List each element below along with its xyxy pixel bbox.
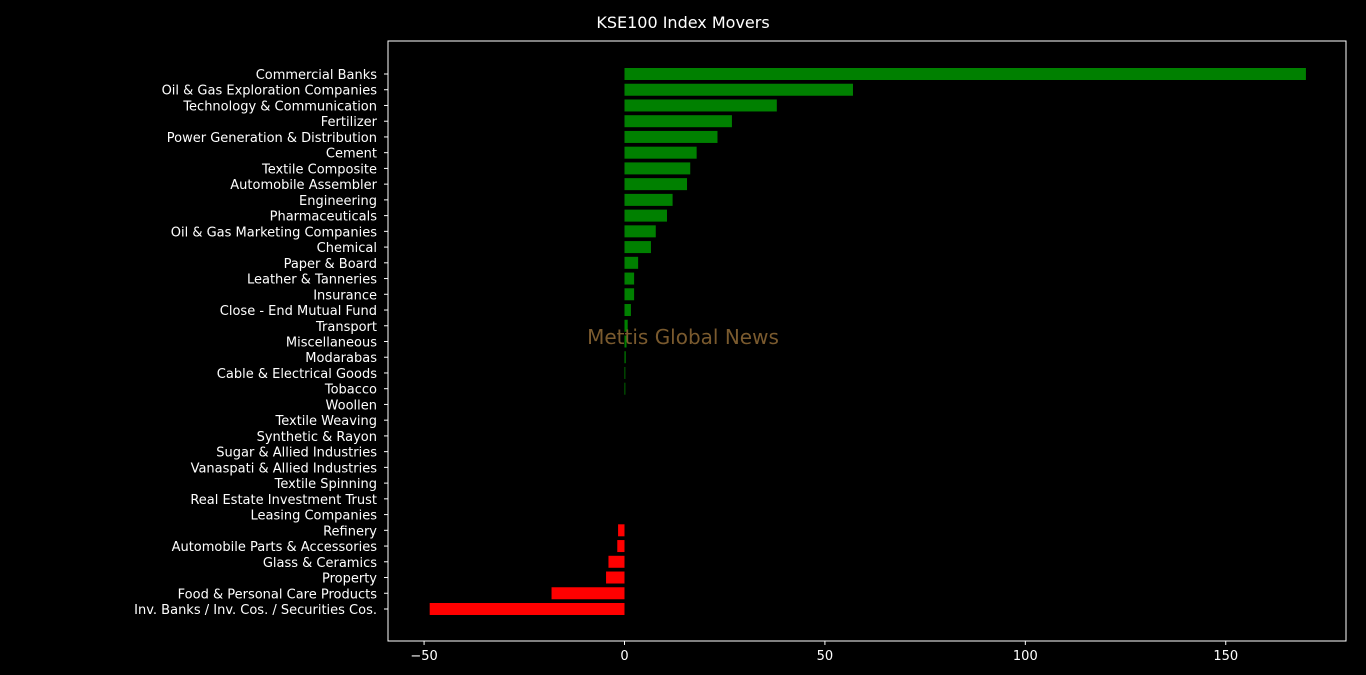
bar: [624, 178, 688, 191]
category-label: Modarabas: [305, 351, 377, 366]
bar: [624, 193, 673, 206]
x-tick-label: 0: [620, 649, 628, 664]
category-label: Refinery: [323, 524, 377, 539]
bar: [624, 83, 853, 96]
category-label: Pharmaceuticals: [270, 210, 378, 225]
bar: [624, 366, 626, 379]
category-label: Transport: [315, 320, 377, 335]
bar: [618, 524, 625, 537]
bar: [624, 319, 628, 332]
category-label: Real Estate Investment Trust: [190, 493, 377, 508]
x-ticks-group: −50 0 50 100 150: [410, 641, 1238, 664]
bar: [624, 335, 627, 348]
bar: [624, 288, 635, 301]
bar: [608, 555, 625, 568]
bar: [624, 241, 651, 254]
bar: [624, 162, 691, 175]
category-label: Paper & Board: [284, 257, 377, 272]
category-label: Cable & Electrical Goods: [217, 367, 377, 382]
bar: [624, 146, 697, 159]
category-label: Insurance: [313, 288, 377, 303]
bar: [624, 68, 1306, 80]
category-label: Woollen: [326, 398, 377, 413]
category-label: Power Generation & Distribution: [167, 131, 377, 146]
x-tick-label: −50: [410, 649, 437, 664]
category-label: Textile Spinning: [274, 477, 377, 492]
category-label: Engineering: [299, 194, 377, 209]
bar: [624, 272, 635, 285]
bar: [429, 602, 625, 615]
category-label: Automobile Parts & Accessories: [172, 540, 378, 555]
category-label: Food & Personal Care Products: [178, 587, 378, 602]
bar: [606, 571, 625, 584]
plot-frame: [387, 40, 1347, 642]
category-label: Chemical: [317, 241, 377, 256]
bar: [551, 587, 625, 600]
category-label: Miscellaneous: [286, 335, 377, 350]
bars-group: [429, 68, 1306, 615]
category-label: Vanaspati & Allied Industries: [191, 461, 378, 476]
category-label: Technology & Communication: [182, 99, 377, 114]
category-label: Synthetic & Rayon: [257, 430, 377, 445]
bar: [624, 99, 777, 112]
x-tick-label: 50: [817, 649, 834, 664]
bar: [624, 225, 656, 238]
category-label: Textile Weaving: [275, 414, 378, 429]
category-label: Leather & Tanneries: [247, 273, 377, 288]
category-label: Leasing Companies: [250, 509, 377, 524]
category-label: Cement: [326, 147, 377, 162]
bar: [624, 115, 732, 128]
x-tick-label: 100: [1013, 649, 1038, 664]
category-label: Textile Composite: [261, 162, 377, 177]
category-label: Tobacco: [324, 383, 377, 398]
bar: [617, 540, 625, 553]
category-label: Fertilizer: [321, 115, 378, 130]
category-label: Close - End Mutual Fund: [220, 304, 377, 319]
category-label: Glass & Ceramics: [263, 556, 377, 571]
category-label: Oil & Gas Exploration Companies: [162, 84, 378, 99]
bar: [624, 351, 626, 364]
category-label: Inv. Banks / Inv. Cos. / Securities Cos.: [134, 603, 377, 618]
bar: [624, 304, 631, 317]
bar: [624, 130, 718, 143]
category-label: Automobile Assembler: [230, 178, 377, 193]
chart-title: KSE100 Index Movers: [596, 13, 769, 32]
category-label: Sugar & Allied Industries: [216, 446, 377, 461]
category-label: Oil & Gas Marketing Companies: [171, 225, 377, 240]
x-tick-label: 150: [1213, 649, 1238, 664]
bar: [624, 209, 667, 222]
category-label: Property: [322, 572, 377, 587]
watermark: Mettis Global News: [587, 325, 779, 349]
category-label: Commercial Banks: [256, 68, 378, 83]
bar: [624, 256, 639, 269]
bar: [624, 382, 626, 395]
